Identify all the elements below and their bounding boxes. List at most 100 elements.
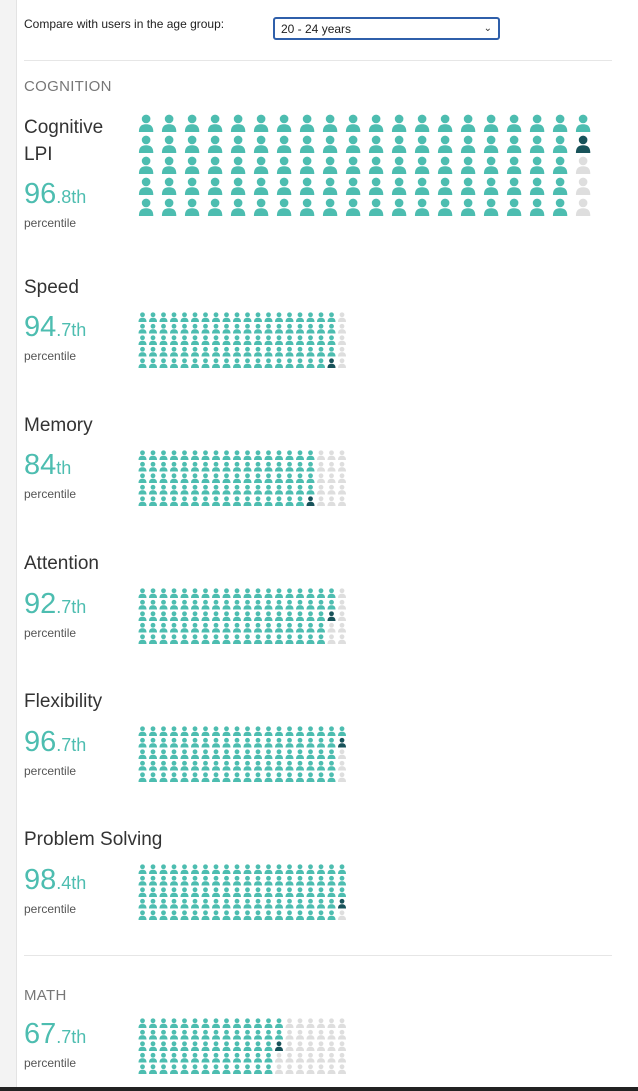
person-icon <box>317 1052 325 1063</box>
person-icon <box>180 749 189 759</box>
person-icon <box>201 496 210 506</box>
person-icon <box>306 760 315 771</box>
person-icon <box>149 864 157 874</box>
person-icon <box>191 484 199 495</box>
person-icon <box>212 1029 220 1040</box>
metric-value-cognitive-lpi: 96.8th <box>24 178 86 211</box>
person-icon <box>414 156 430 174</box>
person-icon <box>222 1064 231 1074</box>
person-icon <box>159 358 168 368</box>
person-icon <box>276 114 292 132</box>
person-icon <box>327 726 336 736</box>
person-icon <box>296 335 304 345</box>
person-icon <box>306 588 315 598</box>
person-icon <box>254 864 262 874</box>
person-icon <box>296 772 304 782</box>
person-icon <box>212 473 220 483</box>
person-icon <box>338 887 346 897</box>
person-icon <box>264 346 273 357</box>
person-icon <box>230 114 246 132</box>
person-icon <box>296 323 304 334</box>
person-icon <box>138 312 147 322</box>
person-icon <box>529 135 545 153</box>
person-icon <box>254 760 262 771</box>
person-icon <box>552 135 568 153</box>
person-icon <box>170 622 178 633</box>
person-icon <box>254 346 262 357</box>
person-icon <box>296 726 304 736</box>
person-icon <box>529 177 545 195</box>
person-icon <box>159 1052 168 1063</box>
person-icon <box>149 737 157 748</box>
person-icon <box>170 496 178 506</box>
person-icon <box>191 312 199 322</box>
person-icon <box>180 484 189 495</box>
person-icon <box>254 898 262 909</box>
person-icon <box>243 358 252 368</box>
person-icon <box>161 198 177 216</box>
person-icon <box>253 135 269 153</box>
person-icon <box>222 484 231 495</box>
person-icon <box>317 450 325 460</box>
person-icon <box>233 1052 241 1063</box>
person-icon <box>212 599 220 610</box>
person-icon <box>299 156 315 174</box>
person-icon <box>170 1064 178 1074</box>
person-icon <box>296 484 304 495</box>
person-icon <box>338 323 346 334</box>
person-icon <box>233 599 241 610</box>
person-icon <box>296 588 304 598</box>
person-icon <box>306 323 315 334</box>
person-icon <box>233 461 241 472</box>
person-icon <box>296 737 304 748</box>
person-icon <box>222 864 231 874</box>
person-icon <box>306 875 315 886</box>
metric-subtitle: percentile <box>24 487 77 501</box>
person-icon <box>159 473 168 483</box>
person-icon <box>276 177 292 195</box>
person-icon <box>552 156 568 174</box>
person-icon <box>306 611 315 621</box>
person-icon <box>437 135 453 153</box>
person-icon <box>161 156 177 174</box>
person-icon <box>264 737 273 748</box>
person-icon <box>254 910 262 920</box>
person-icon <box>338 358 346 368</box>
person-icon <box>159 323 168 334</box>
value-main: 96 <box>24 726 57 758</box>
person-icon <box>296 473 304 483</box>
person-icon <box>264 358 273 368</box>
person-icon <box>201 898 210 909</box>
person-icon <box>170 1041 178 1051</box>
person-icon <box>276 156 292 174</box>
person-icon <box>275 335 283 345</box>
person-icon <box>306 737 315 748</box>
person-icon <box>212 726 220 736</box>
person-icon <box>233 887 241 897</box>
person-icon <box>212 335 220 345</box>
percentile-grid-flexibility <box>138 726 346 782</box>
person-icon <box>149 335 157 345</box>
person-icon <box>299 177 315 195</box>
person-icon <box>191 875 199 886</box>
person-icon <box>201 726 210 736</box>
person-icon <box>254 887 262 897</box>
age-group-select[interactable]: 20 - 24 years ⌄ <box>273 17 500 40</box>
person-icon <box>327 461 336 472</box>
person-icon <box>201 1018 210 1028</box>
person-icon <box>149 346 157 357</box>
person-icon <box>276 135 292 153</box>
person-icon <box>437 114 453 132</box>
person-icon <box>414 114 430 132</box>
person-icon <box>437 156 453 174</box>
person-icon <box>201 450 210 460</box>
person-icon <box>138 737 147 748</box>
person-icon <box>138 323 147 334</box>
person-icon <box>170 887 178 897</box>
person-icon <box>138 760 147 771</box>
person-icon <box>222 1029 231 1040</box>
person-icon <box>575 156 591 174</box>
person-icon <box>275 358 283 368</box>
person-icon <box>180 1018 189 1028</box>
person-icon <box>275 726 283 736</box>
